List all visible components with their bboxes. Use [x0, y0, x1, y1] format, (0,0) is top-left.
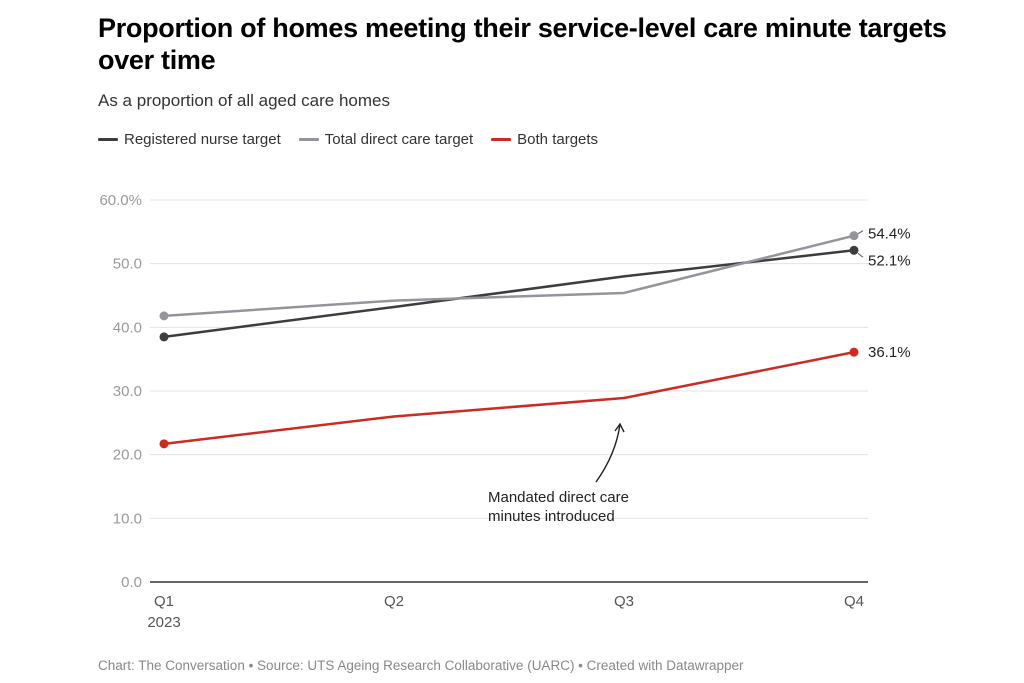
- y-tick-label: 30.0: [113, 383, 142, 400]
- y-tick-label: 40.0: [113, 319, 142, 336]
- legend-label: Total direct care target: [324, 131, 474, 148]
- data-point-registered-nurse: [159, 332, 169, 342]
- annotation-arrowhead: [614, 422, 625, 433]
- y-tick-label: 20.0: [113, 447, 142, 464]
- legend: Registered nurse target Total direct car…: [98, 131, 598, 148]
- y-tick-label: 60.0%: [99, 192, 142, 209]
- y-tick-label: 0.0: [121, 574, 142, 591]
- x-tick-label: Q3: [614, 593, 634, 610]
- chart-subtitle: As a proportion of all aged care homes: [98, 91, 391, 110]
- y-tick-label: 50.0: [113, 256, 142, 273]
- x-tick-label: Q2: [384, 593, 404, 610]
- series-line-both-targets: [163, 350, 855, 446]
- data-point-registered-nurse: [849, 245, 859, 255]
- data-point-total-direct-care: [159, 311, 169, 321]
- legend-swatch-registered-nurse: [98, 138, 118, 141]
- legend-item-both-targets: Both targets: [491, 131, 598, 148]
- series-line-total-direct-care: [163, 234, 855, 318]
- annotation-text: minutes introduced: [488, 508, 615, 525]
- value-label-both-targets: 36.1%: [868, 344, 911, 361]
- x-tick-label: Q4: [844, 593, 864, 610]
- label-leader: [857, 230, 864, 235]
- data-point-both-targets: [849, 347, 859, 357]
- legend-item-total-direct-care: Total direct care target: [298, 131, 474, 148]
- legend-label: Registered nurse target: [124, 131, 281, 148]
- annotation-arrow: [595, 423, 621, 483]
- legend-label: Both targets: [517, 131, 599, 148]
- label-leader: [857, 252, 864, 258]
- data-point-total-direct-care: [849, 231, 859, 241]
- x-tick-sublabel: 2023: [147, 614, 180, 631]
- legend-swatch-both-targets: [491, 138, 512, 141]
- legend-item-registered-nurse: Registered nurse target: [98, 131, 281, 148]
- legend-swatch-total-direct-care: [298, 138, 319, 141]
- value-label-registered-nurse: 52.1%: [868, 252, 911, 269]
- x-tick-label: Q1: [154, 593, 174, 610]
- value-label-total-direct-care: 54.4%: [868, 226, 911, 243]
- y-tick-label: 10.0: [113, 510, 142, 527]
- chart-footer: Chart: The Conversation • Source: UTS Ag…: [98, 658, 744, 673]
- chart-title: Proportion of homes meeting their servic…: [98, 13, 947, 75]
- data-point-both-targets: [159, 439, 169, 449]
- annotation-text: Mandated direct care: [488, 489, 629, 506]
